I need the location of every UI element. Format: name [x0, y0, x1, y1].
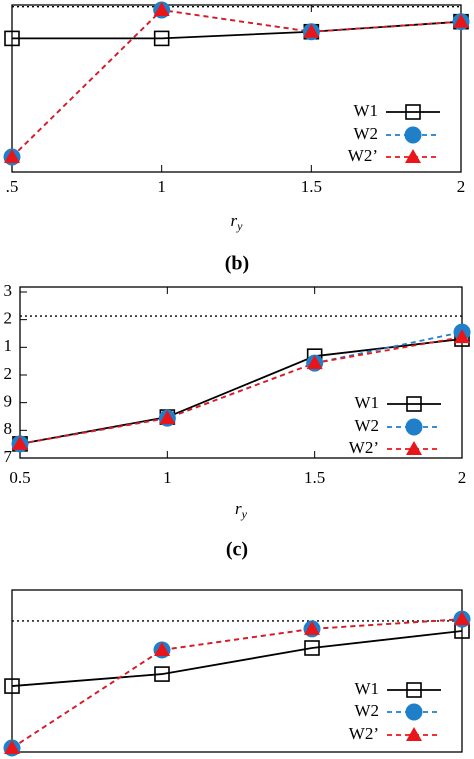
caption: (b): [225, 253, 249, 275]
legend-label: W1: [354, 679, 379, 698]
marker-triangle: [306, 355, 323, 370]
legend-marker: [405, 149, 421, 163]
x-axis-label-sub: y: [236, 219, 243, 233]
marker-triangle: [12, 435, 28, 450]
y-tick-label: 2: [4, 309, 13, 328]
marker-triangle: [303, 23, 320, 38]
x-tick-label: 1: [157, 177, 166, 196]
marker-square: [304, 640, 320, 656]
legend-label: W2: [354, 701, 379, 720]
legend-marker: [406, 682, 422, 698]
x-tick-label: 2: [457, 177, 466, 196]
legend-label: W2’: [348, 146, 378, 165]
marker-square: [154, 666, 170, 682]
marker-triangle: [159, 410, 176, 425]
legend-marker: [405, 104, 421, 120]
marker-square: [153, 30, 170, 47]
marker-triangle: [4, 148, 20, 163]
legend-marker: [405, 418, 423, 436]
y-tick-label: 7: [4, 447, 13, 466]
legend-label: W2: [353, 124, 378, 143]
series-line: [11, 9, 462, 158]
x-tick-label: 0.5: [9, 468, 30, 487]
marker-triangle: [154, 641, 170, 656]
caption: (c): [226, 539, 248, 561]
y-tick-label: 1: [4, 336, 13, 355]
x-axis-label-main: r: [231, 211, 238, 230]
marker-triangle: [454, 611, 470, 626]
legend-marker: [404, 126, 422, 144]
series-line: [12, 20, 462, 40]
x-tick-label: 1.5: [301, 177, 322, 196]
marker-triangle: [4, 739, 20, 754]
legend-marker: [406, 396, 422, 412]
series-line: [19, 336, 463, 445]
marker-triangle: [453, 13, 469, 28]
x-axis-label-sub: y: [241, 507, 248, 521]
legend-label: W2: [354, 416, 379, 435]
series-line: [11, 630, 463, 687]
marker-square: [4, 678, 20, 694]
plot-frame: [19, 286, 463, 459]
y-tick-label: 3: [4, 281, 13, 300]
marker-square: [4, 30, 20, 47]
legend-label: W2’: [349, 724, 379, 743]
y-tick-label: 8: [4, 419, 13, 438]
marker-triangle: [304, 620, 320, 635]
marker-triangle: [454, 329, 470, 344]
series-line: [11, 618, 463, 749]
legend-marker: [406, 727, 422, 741]
x-axis-label: ry: [235, 499, 248, 521]
legend-label: W1: [353, 101, 378, 120]
plot-frame: [11, 4, 462, 173]
x-tick-label: 1: [163, 468, 172, 487]
marker-triangle: [153, 2, 170, 17]
x-tick-label: 1.5: [304, 468, 325, 487]
legend-marker: [406, 441, 422, 455]
series-line: [11, 9, 462, 158]
y-tick-label: 2: [4, 364, 13, 383]
legend-marker: [405, 703, 423, 721]
y-tick-label: 9: [4, 392, 13, 411]
x-axis-label: ry: [231, 211, 244, 233]
x-axis-label-main: r: [235, 499, 242, 518]
plot-frame: [11, 589, 463, 753]
legend-label: W1: [354, 393, 379, 412]
legend-label: W2’: [349, 438, 379, 457]
x-tick-label: 2: [458, 468, 467, 487]
x-tick-label: .5: [6, 177, 19, 196]
